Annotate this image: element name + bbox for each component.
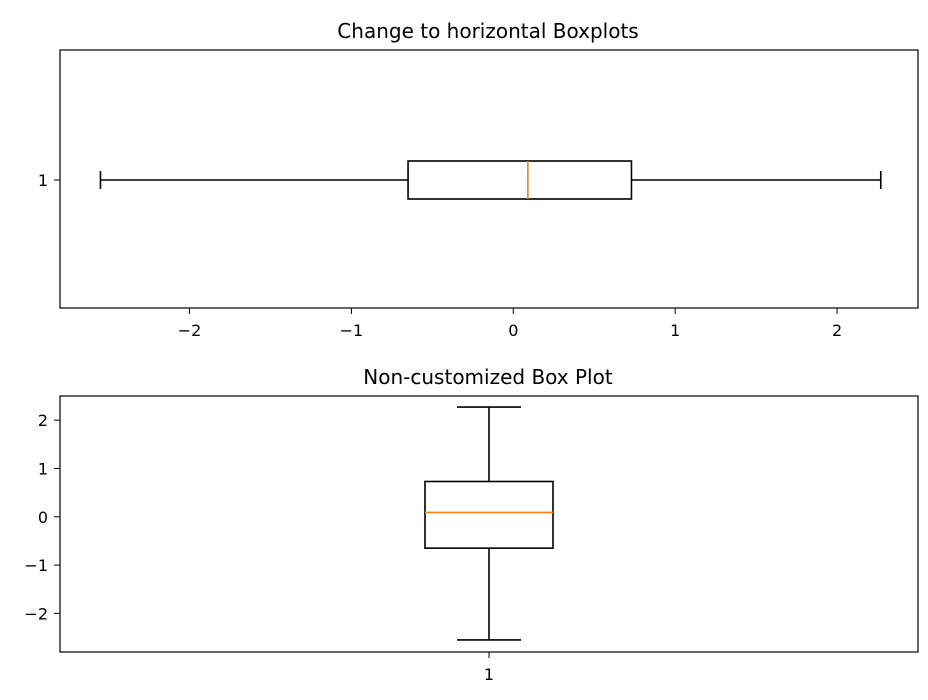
bottom-chart-title: Non-customized Box Plot [363,365,613,389]
bottom-x-tick-label: 1 [484,665,494,684]
bottom-box [424,480,554,549]
bottom-y-ticks: −2 −1 0 1 2 [24,411,60,623]
top-y-ticks: 1 [38,171,60,190]
bottom-axes: Non-customized Box Plot −2 −1 0 1 2 1 [24,365,919,684]
bottom-y-tick-label: −1 [24,556,48,575]
bottom-y-tick-label: 2 [38,411,48,430]
top-x-tick-label: 2 [832,321,842,340]
bottom-y-tick-label: 1 [38,459,48,478]
bottom-x-ticks: 1 [484,652,494,684]
top-y-tick-label: 1 [38,171,48,190]
top-boxes [99,160,882,200]
top-axes: Change to horizontal Boxplots −2 −1 0 1 2 1 [38,19,919,340]
top-plot-frame [59,49,919,309]
bottom-boxes [424,406,554,641]
top-chart-title: Change to horizontal Boxplots [337,19,638,43]
top-x-ticks: −2 −1 0 1 2 [178,308,842,340]
bottom-y-tick-label: −2 [24,604,48,623]
top-x-tick-label: 1 [670,321,680,340]
top-x-tick-label: 0 [508,321,518,340]
top-x-tick-label: −2 [178,321,202,340]
top-x-tick-label: −1 [340,321,364,340]
top-box [407,160,633,200]
bottom-y-tick-label: 0 [38,508,48,527]
